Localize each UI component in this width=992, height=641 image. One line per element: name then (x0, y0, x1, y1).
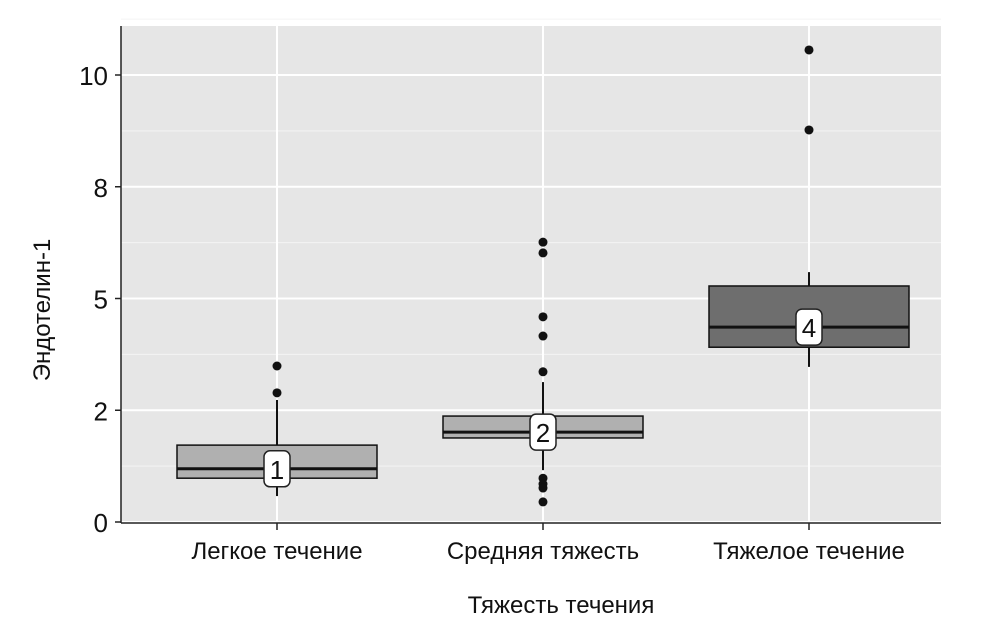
box-label-background (529, 413, 557, 451)
y-tick-label: 8 (94, 173, 108, 203)
outlier-point (538, 237, 548, 247)
box-label: 1 (270, 455, 284, 485)
outlier-point (538, 483, 548, 493)
box-3: 4 (708, 45, 910, 367)
box-1: 1 (176, 361, 378, 497)
box-label-background (795, 308, 823, 346)
outlier-point (538, 331, 548, 341)
outlier-point (538, 312, 548, 322)
y-tick-label: 0 (94, 508, 108, 538)
outlier-point (272, 388, 282, 398)
x-tick-label: Тяжелое течение (713, 538, 905, 565)
box-label: 4 (802, 313, 816, 343)
outlier-point (804, 45, 814, 55)
box-label: 2 (536, 418, 550, 448)
y-tick-label: 2 (94, 396, 108, 426)
box-label-background (263, 450, 291, 488)
y-tick-label: 5 (94, 285, 108, 315)
outlier-point (538, 497, 548, 507)
y-tick-label: 10 (79, 61, 108, 91)
x-axis-label: Тяжесть течения (468, 592, 655, 619)
outlier-point (804, 125, 814, 135)
outlier-point (538, 367, 548, 377)
x-tick-label: Средняя тяжесть (447, 538, 639, 565)
x-tick-label: Легкое течение (191, 538, 362, 565)
y-axis-label: Эндотелин-1 (29, 239, 56, 382)
outlier-point (538, 248, 548, 258)
outlier-point (272, 361, 282, 371)
box-2: 2 (442, 237, 644, 507)
